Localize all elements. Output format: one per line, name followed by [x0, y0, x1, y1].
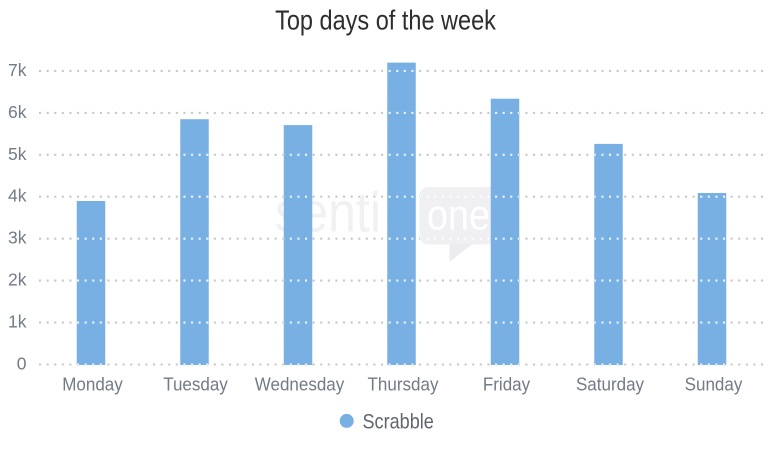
- svg-text:4k: 4k: [8, 186, 27, 206]
- svg-text:Scrabble: Scrabble: [363, 410, 434, 434]
- svg-text:Friday: Friday: [483, 374, 530, 395]
- svg-text:2k: 2k: [8, 270, 27, 290]
- svg-text:Tuesday: Tuesday: [163, 374, 228, 395]
- svg-text:Saturday: Saturday: [576, 374, 644, 395]
- svg-text:5k: 5k: [8, 144, 27, 164]
- svg-text:one: one: [427, 192, 490, 240]
- svg-text:Sunday: Sunday: [685, 374, 743, 395]
- svg-text:3k: 3k: [8, 228, 27, 248]
- svg-text:6k: 6k: [8, 102, 27, 122]
- svg-text:Wednesday: Wednesday: [255, 374, 345, 395]
- svg-text:7k: 7k: [8, 60, 27, 80]
- svg-text:Monday: Monday: [62, 374, 123, 395]
- svg-text:Thursday: Thursday: [368, 374, 439, 395]
- svg-text:1k: 1k: [8, 312, 27, 332]
- svg-text:Top days of the week: Top days of the week: [275, 6, 496, 36]
- svg-text:0: 0: [17, 354, 27, 374]
